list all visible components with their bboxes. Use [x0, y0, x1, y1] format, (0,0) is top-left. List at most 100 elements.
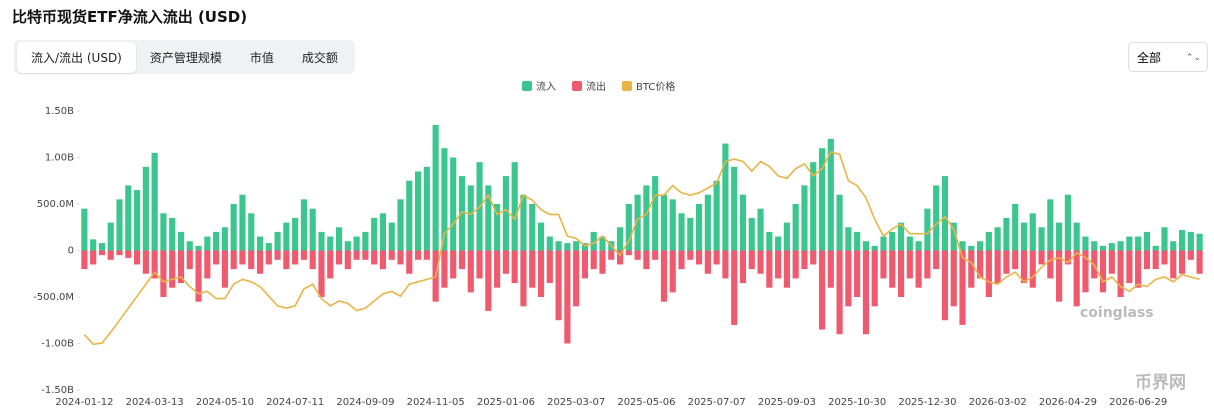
- bar: [581, 250, 588, 279]
- bar: [221, 227, 228, 251]
- bar: [652, 176, 659, 251]
- bar: [748, 217, 755, 251]
- bar: [1012, 204, 1019, 251]
- bar: [739, 250, 747, 284]
- filter-select[interactable]: 全部: [1128, 42, 1208, 73]
- bar: [1064, 194, 1071, 251]
- bar: [616, 250, 624, 265]
- bar: [704, 194, 711, 251]
- tab[interactable]: 成交额: [301, 50, 338, 65]
- bar: [862, 250, 869, 335]
- bar: [256, 250, 264, 274]
- bar: [933, 250, 940, 270]
- bar: [107, 250, 114, 260]
- bar: [1126, 236, 1133, 251]
- bar: [283, 250, 290, 270]
- bar: [564, 243, 571, 251]
- bar: [573, 241, 580, 251]
- bar: [494, 204, 501, 251]
- bar: [195, 250, 202, 302]
- bar: [968, 245, 975, 251]
- bar: [581, 243, 588, 251]
- bar: [669, 199, 676, 251]
- bar: [1099, 245, 1107, 251]
- bar: [1003, 217, 1010, 251]
- bar: [450, 157, 457, 251]
- bar: [546, 250, 553, 284]
- bar: [1003, 250, 1010, 274]
- bar: [608, 250, 615, 260]
- bar: [397, 250, 404, 265]
- bar: [1073, 222, 1080, 251]
- tab[interactable]: 市值: [249, 50, 274, 65]
- bar: [485, 250, 492, 311]
- bar: [1135, 250, 1142, 288]
- bar: [1117, 250, 1124, 297]
- y-tick-label: -1.00B: [41, 339, 74, 350]
- bar: [801, 185, 808, 251]
- bar: [713, 180, 720, 251]
- bar: [362, 250, 369, 260]
- bar: [204, 250, 211, 279]
- bar: [845, 227, 852, 251]
- x-tick-label: 2026-03-02: [969, 397, 1027, 408]
- bar: [906, 250, 913, 279]
- bar: [880, 250, 887, 279]
- bar: [810, 250, 817, 265]
- bar: [713, 250, 720, 265]
- bar: [871, 250, 878, 307]
- bar: [818, 148, 826, 251]
- bar: [450, 250, 457, 279]
- bar: [915, 250, 922, 288]
- bar: [292, 217, 299, 251]
- bar: [836, 250, 843, 335]
- bar: [177, 250, 185, 284]
- bar: [845, 250, 852, 307]
- x-tick-label: 2024-01-12: [55, 397, 113, 408]
- bar: [1152, 245, 1159, 251]
- y-tick-label: -1.50B: [41, 385, 74, 396]
- bar: [1143, 231, 1150, 251]
- tab[interactable]: 流入/流出 (USD): [17, 41, 136, 73]
- bar: [889, 231, 896, 251]
- bar: [1020, 222, 1028, 251]
- bar: [1047, 199, 1054, 251]
- bar: [599, 250, 606, 274]
- bar: [502, 250, 509, 274]
- bar: [599, 236, 606, 251]
- bar: [783, 222, 790, 251]
- bar: [1196, 233, 1203, 251]
- bar: [151, 250, 158, 279]
- x-tick-label: 2025-05-06: [617, 397, 675, 408]
- bar: [871, 245, 878, 251]
- y-tick-label: -500.0M: [33, 292, 74, 303]
- bar: [660, 194, 668, 251]
- bar: [98, 243, 106, 251]
- bar: [248, 250, 255, 270]
- bar: [98, 250, 106, 256]
- bar: [134, 190, 141, 251]
- bar: [467, 185, 474, 251]
- bar: [854, 250, 861, 297]
- bar: [125, 185, 132, 251]
- bar: [221, 250, 228, 288]
- bar: [731, 250, 738, 325]
- tab[interactable]: 资产管理规模: [149, 50, 222, 65]
- bar: [897, 222, 905, 251]
- bar: [1161, 250, 1168, 265]
- bar: [1161, 227, 1168, 251]
- bar: [90, 239, 97, 251]
- bar: [177, 231, 185, 251]
- bar: [213, 231, 220, 251]
- bar: [134, 250, 141, 265]
- bar: [265, 243, 272, 251]
- bar: [977, 250, 984, 279]
- bar: [213, 250, 220, 265]
- bar: [625, 250, 632, 256]
- bar: [941, 176, 949, 251]
- bar: [292, 250, 299, 265]
- bar: [801, 250, 808, 270]
- bar: [854, 231, 861, 251]
- bar: [924, 250, 931, 279]
- x-tick-label: 2024-03-13: [126, 397, 184, 408]
